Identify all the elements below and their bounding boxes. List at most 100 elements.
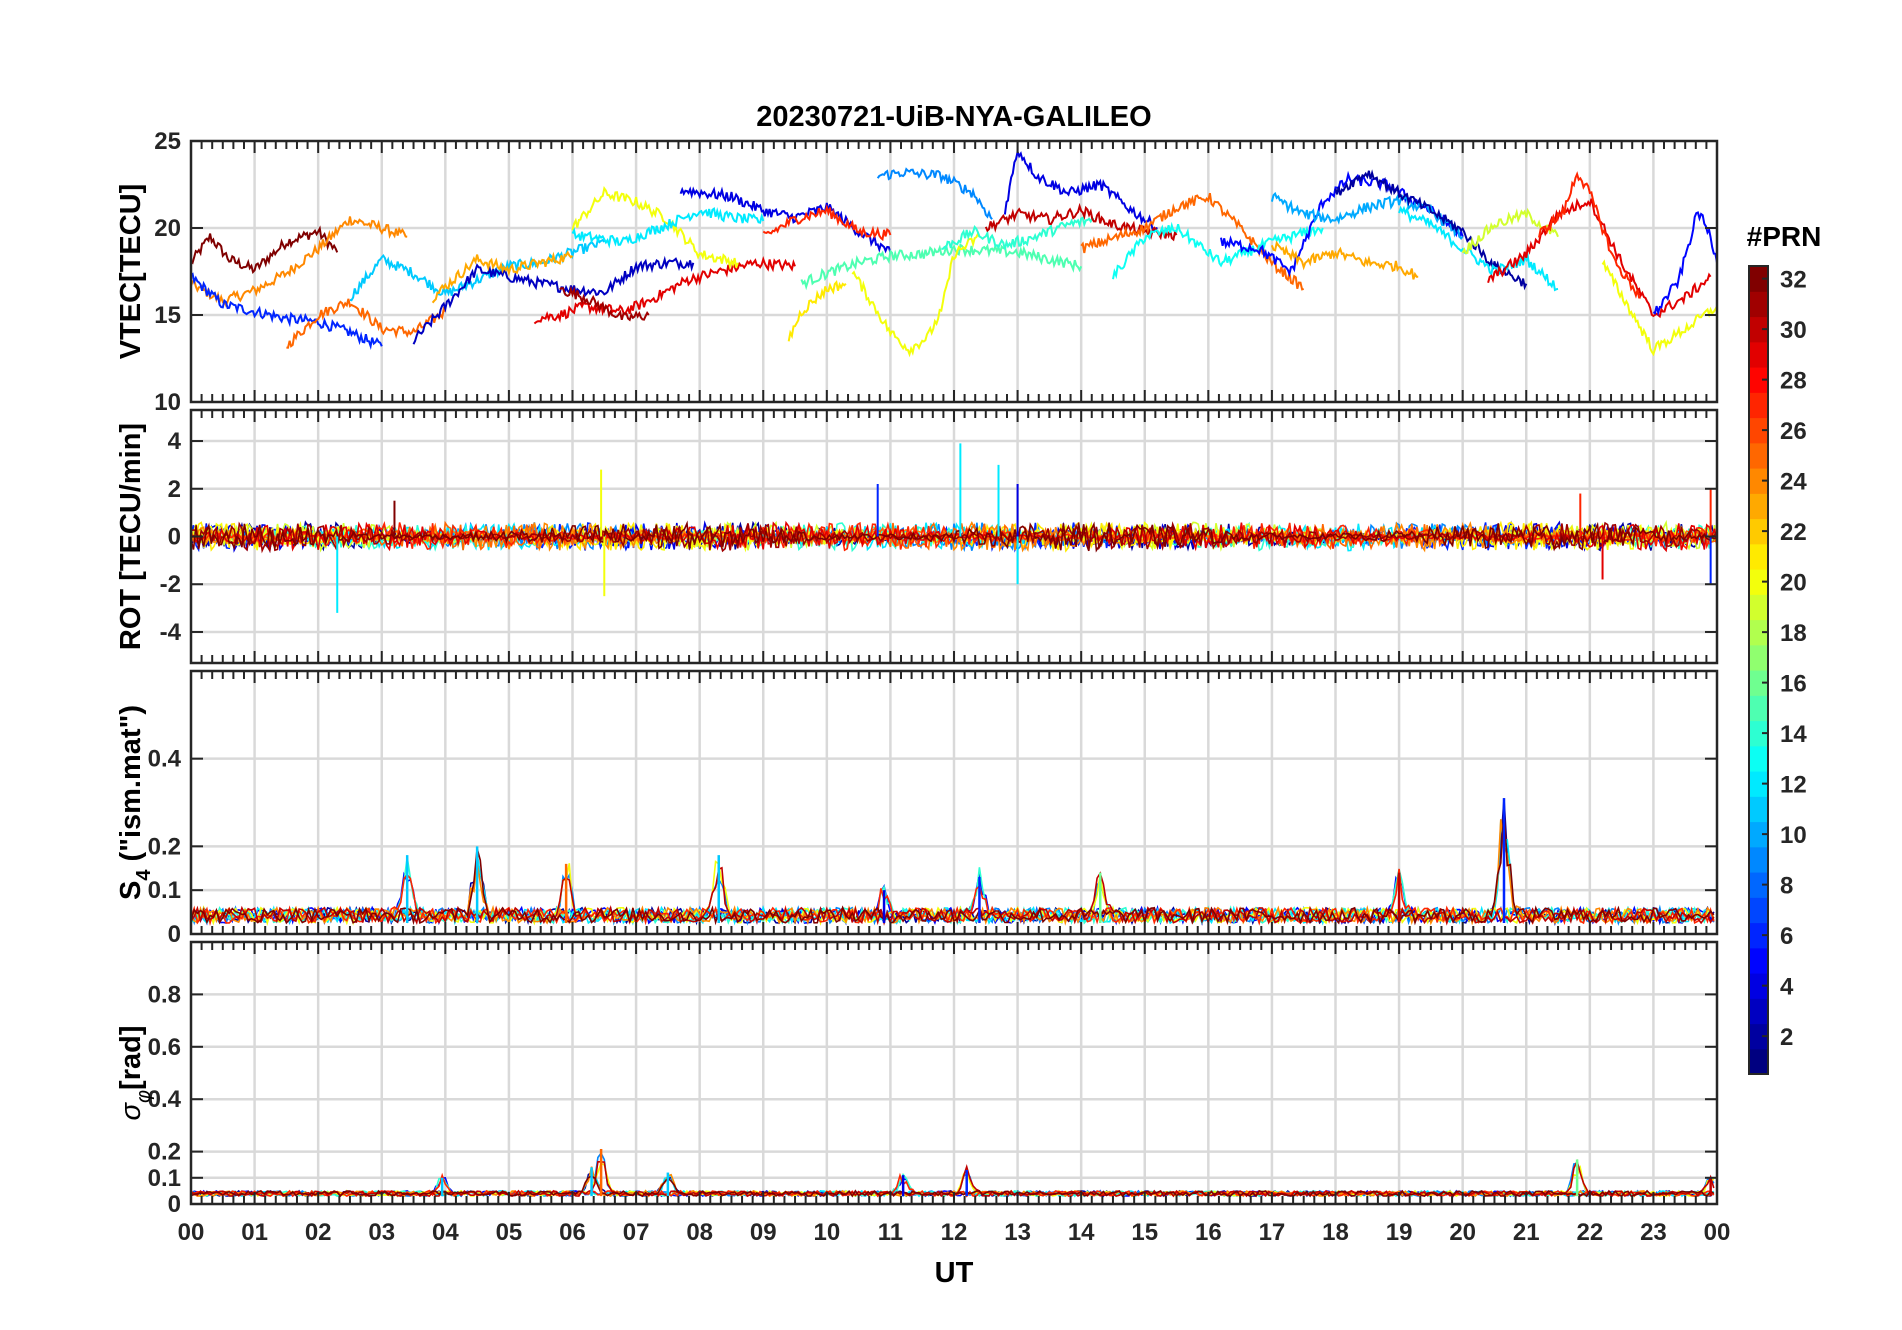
x-tick-label: 21 xyxy=(1513,1219,1540,1246)
colorbar-swatch xyxy=(1749,872,1768,898)
colorbar-tick-label: 4 xyxy=(1780,974,1794,1001)
x-tick-label: 09 xyxy=(750,1219,777,1246)
vtec-series-prn-2 xyxy=(1334,169,1528,291)
colorbar-tick-label: 8 xyxy=(1780,873,1793,900)
colorbar-swatch xyxy=(1749,821,1768,848)
colorbar-tick-label: 16 xyxy=(1780,671,1807,698)
x-tick-label: 15 xyxy=(1131,1219,1158,1246)
colorbar-swatch xyxy=(1749,670,1768,696)
y-axis-label-rot: ROT [TECU/min] xyxy=(115,423,147,650)
x-axis-label: UT xyxy=(935,1257,974,1289)
colorbar-swatch xyxy=(1749,973,1768,999)
vtec-series-prn-20 xyxy=(1601,259,1717,357)
rot-series-prn-24 xyxy=(191,520,1717,553)
colorbar-swatch xyxy=(1749,846,1768,873)
y-tick-label: 0.2 xyxy=(148,1139,181,1166)
s4-series-prn-32 xyxy=(191,807,1715,926)
data-sigphi xyxy=(191,1148,1715,1198)
colorbar-swatch xyxy=(1749,543,1768,570)
vtec-series-prn-12 xyxy=(1398,205,1559,292)
x-tick-label: 10 xyxy=(813,1219,840,1246)
y-tick-label: -2 xyxy=(160,571,181,598)
colorbar-swatch xyxy=(1749,392,1768,419)
colorbar-tick-label: 30 xyxy=(1780,317,1807,344)
panel-s4: 0 0.1 0.2 0.4S4 ("ism.mat") xyxy=(115,669,1719,948)
x-tick-label: 04 xyxy=(432,1219,459,1246)
data-vtec xyxy=(191,148,1717,358)
colorbar-swatch xyxy=(1749,291,1768,318)
sigphi-series-prn-32 xyxy=(191,1175,1715,1198)
x-tick-label: 23 xyxy=(1640,1219,1667,1246)
x-tick-label: 11 xyxy=(878,1219,903,1246)
y-axis-label-s4: S4 ("ism.mat") xyxy=(115,705,155,900)
colorbar-tick-label: 20 xyxy=(1780,570,1807,597)
colorbar-swatch xyxy=(1749,518,1768,545)
y-tick-label: 0.4 xyxy=(148,1086,182,1113)
y-tick-label: 0.4 xyxy=(148,746,182,773)
vtec-series-prn-29 xyxy=(533,255,796,325)
y-tick-label: 0 xyxy=(168,921,181,948)
y-axis-label-vtec: VTEC[TECU] xyxy=(115,184,147,360)
y-tick-label: 0 xyxy=(168,524,181,551)
y-tick-label: 0.8 xyxy=(148,981,181,1008)
colorbar-swatch xyxy=(1749,417,1768,444)
vtec-series-prn-23 xyxy=(1270,240,1419,280)
y-tick-label: -4 xyxy=(160,619,182,646)
colorbar-tick-label: 6 xyxy=(1780,923,1793,950)
y-axis-label-sigphi: σφ[rad] xyxy=(115,1026,155,1121)
x-tick-label: 12 xyxy=(941,1219,968,1246)
y-tick-label: 0 xyxy=(168,1191,181,1218)
x-tick-label: 19 xyxy=(1386,1219,1413,1246)
vtec-series-prn-10 xyxy=(1270,191,1464,241)
colorbar-tick-label: 22 xyxy=(1780,519,1807,546)
vtec-series-prn-20 xyxy=(571,185,739,270)
y-tick-label: 15 xyxy=(154,302,181,329)
y-tick-label: 2 xyxy=(168,476,181,503)
colorbar-swatch xyxy=(1749,922,1768,949)
colorbar-swatch xyxy=(1749,998,1768,1025)
colorbar-swatch xyxy=(1749,266,1768,292)
colorbar-tick-label: 32 xyxy=(1780,267,1807,294)
x-tick-label: 03 xyxy=(368,1219,395,1246)
x-tick-label: 05 xyxy=(496,1219,523,1246)
rot-series-prn-25 xyxy=(191,520,1717,551)
x-tick-label: 16 xyxy=(1195,1219,1222,1246)
colorbar-label: #PRN xyxy=(1747,221,1822,252)
colorbar-swatch xyxy=(1749,1023,1768,1050)
vtec-series-prn-32 xyxy=(191,225,339,274)
y-tick-label: 0.1 xyxy=(148,1165,181,1192)
vtec-series-prn-25 xyxy=(286,298,447,349)
colorbar-tick-label: 24 xyxy=(1780,469,1807,496)
x-tick-label: 01 xyxy=(241,1219,268,1246)
vtec-series-prn-4 xyxy=(1003,148,1158,232)
y-tick-label: 0.2 xyxy=(148,833,181,860)
colorbar-tick-label: 10 xyxy=(1780,822,1807,849)
panel-sigphi: 00.10.2 0.4 0.6 0.8 σφ[rad] 00 01 02 03 04 05 06 07 0… xyxy=(115,940,1730,1246)
colorbar-swatch xyxy=(1749,569,1768,595)
colorbar-swatch xyxy=(1749,695,1768,722)
colorbar-swatch xyxy=(1749,720,1768,747)
vtec-series-prn-27 xyxy=(762,204,892,242)
colorbar-swatch xyxy=(1749,1048,1768,1075)
rot-series-prn-27 xyxy=(191,521,1717,552)
colorbar-swatch xyxy=(1749,341,1768,368)
colorbar-swatch xyxy=(1749,493,1768,520)
vtec-series-prn-11 xyxy=(349,236,606,302)
colorbar-tick-label: 14 xyxy=(1780,721,1807,748)
colorbar-swatch xyxy=(1749,594,1768,621)
y-tick-label: 4 xyxy=(168,428,182,455)
x-tick-label: 20 xyxy=(1449,1219,1476,1246)
colorbar-tick-label: 18 xyxy=(1780,620,1807,647)
colorbar-swatch xyxy=(1749,796,1768,823)
x-tick-label: 18 xyxy=(1322,1219,1349,1246)
vtec-series-prn-31 xyxy=(559,285,650,322)
vtec-series-prn-12 xyxy=(571,207,765,249)
colorbar-swatch xyxy=(1749,897,1768,924)
vtec-series-prn-24 xyxy=(191,216,408,308)
colorbar-frame xyxy=(1748,265,1769,1075)
rot-series-prn-32 xyxy=(191,520,1717,553)
vtec-series-prn-4 xyxy=(679,186,892,254)
vtec-series-prn-30 xyxy=(984,202,1178,242)
